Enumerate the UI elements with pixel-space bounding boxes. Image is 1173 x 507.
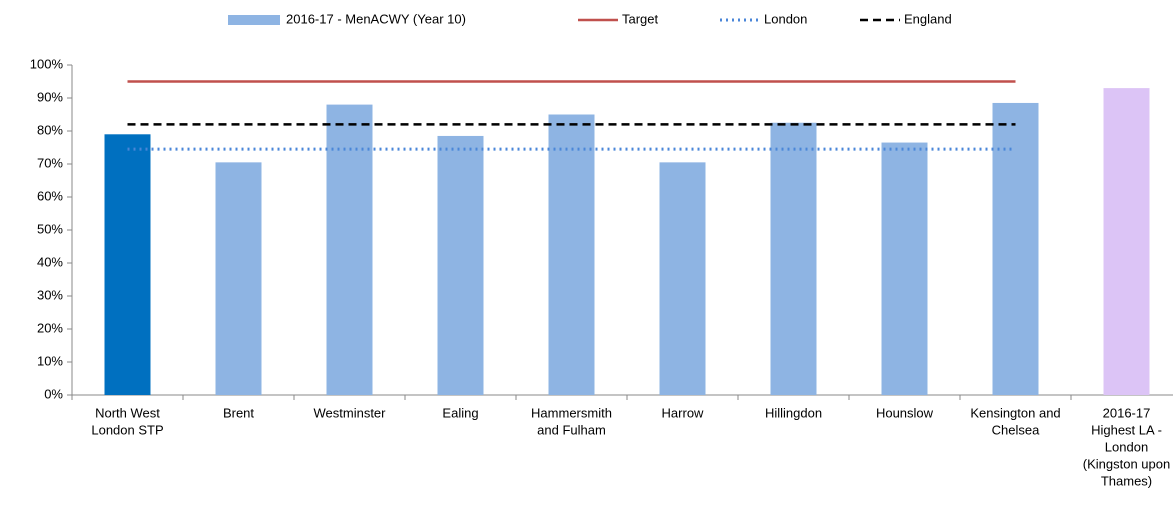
x-tick-label: Hammersmith bbox=[531, 405, 612, 420]
x-tick-label: London STP bbox=[91, 422, 163, 437]
y-tick-label: 100% bbox=[30, 56, 64, 71]
bar bbox=[770, 122, 817, 395]
y-tick-label: 90% bbox=[37, 89, 63, 104]
bar bbox=[437, 135, 484, 395]
bar bbox=[659, 162, 706, 395]
y-tick-label: 80% bbox=[37, 122, 63, 137]
x-tick-label: Brent bbox=[223, 405, 254, 420]
x-tick-label: (Kingston upon bbox=[1083, 456, 1170, 471]
bar bbox=[104, 134, 151, 396]
x-tick-label: Highest LA - bbox=[1091, 422, 1162, 437]
legend-swatch bbox=[228, 15, 280, 25]
x-tick-label: Hillingdon bbox=[765, 405, 822, 420]
x-tick-label: North West bbox=[95, 405, 160, 420]
x-tick-label: Harrow bbox=[662, 405, 705, 420]
x-tick-label: Hounslow bbox=[876, 405, 934, 420]
y-tick-label: 50% bbox=[37, 221, 63, 236]
y-tick-label: 40% bbox=[37, 254, 63, 269]
y-tick-label: 70% bbox=[37, 155, 63, 170]
x-tick-label: Ealing bbox=[442, 405, 478, 420]
y-tick-label: 30% bbox=[37, 287, 63, 302]
legend-label: 2016-17 - MenACWY (Year 10) bbox=[286, 11, 466, 26]
x-tick-label: Chelsea bbox=[992, 422, 1040, 437]
y-tick-label: 20% bbox=[37, 320, 63, 335]
x-tick-label: London bbox=[1105, 439, 1148, 454]
x-tick-label: Kensington and bbox=[970, 405, 1060, 420]
bar bbox=[326, 104, 373, 395]
legend-label: England bbox=[904, 11, 952, 26]
bar bbox=[1103, 88, 1150, 395]
x-tick-label: 2016-17 bbox=[1103, 405, 1151, 420]
x-tick-label: and Fulham bbox=[537, 422, 606, 437]
bar bbox=[215, 162, 262, 395]
legend-label: London bbox=[764, 11, 807, 26]
bar bbox=[548, 114, 595, 395]
bar bbox=[992, 102, 1039, 395]
y-tick-label: 10% bbox=[37, 353, 63, 368]
legend-label: Target bbox=[622, 11, 659, 26]
y-tick-label: 0% bbox=[44, 386, 63, 401]
bar bbox=[881, 142, 928, 395]
x-tick-label: Westminster bbox=[314, 405, 387, 420]
x-tick-label: Thames) bbox=[1101, 473, 1152, 488]
y-tick-label: 60% bbox=[37, 188, 63, 203]
